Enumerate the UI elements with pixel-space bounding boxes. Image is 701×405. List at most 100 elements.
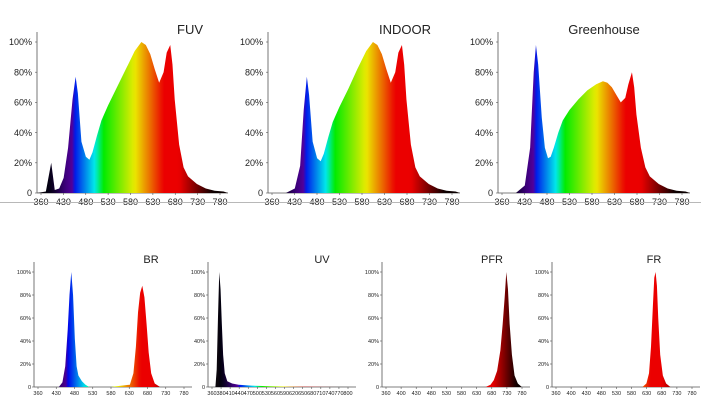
y-tick-label: 0 xyxy=(546,385,549,391)
chart-title: BR xyxy=(143,254,158,266)
x-tick-label: 530 xyxy=(88,391,97,397)
y-tick-label: 80% xyxy=(194,293,205,299)
x-tick-label: 380 xyxy=(216,391,225,397)
y-tick-label: 60% xyxy=(194,316,205,322)
spectrum-area xyxy=(556,272,700,387)
y-tick-label: 80% xyxy=(14,67,32,77)
spectrum-area xyxy=(39,272,192,387)
y-tick-label: 100% xyxy=(191,270,205,276)
y-tick-label: 40% xyxy=(194,339,205,345)
x-tick-label: 780 xyxy=(179,391,188,397)
y-tick-label: 100% xyxy=(17,270,31,276)
spectrum-area xyxy=(498,45,690,193)
y-tick-label: 60% xyxy=(475,98,493,108)
y-tick-label: 40% xyxy=(368,339,379,345)
chart-title: UV xyxy=(314,254,330,266)
x-tick-label: 680 xyxy=(143,391,152,397)
x-tick-label: 730 xyxy=(502,391,511,397)
chart-br: BR 0 20% 40% 60% 80% 100% 360 430 480 530 580 630 680… xyxy=(17,254,192,397)
y-tick-label: 60% xyxy=(368,316,379,322)
x-tick-label: 590 xyxy=(280,391,289,397)
y-tick-label: 100% xyxy=(240,37,263,47)
y-tick-label: 20% xyxy=(538,362,549,368)
x-tick-label: 530 xyxy=(612,391,621,397)
x-tick-label: 730 xyxy=(672,391,681,397)
y-tick-label: 60% xyxy=(245,98,263,108)
x-tick-label: 650 xyxy=(298,391,307,397)
chart-uv: UV 0 20% 40% 60% 80% 100% 360 380 410 440 470 500 530… xyxy=(191,254,356,397)
x-tick-label: 730 xyxy=(161,391,170,397)
section-divider xyxy=(0,202,701,203)
x-tick-label: 400 xyxy=(397,391,406,397)
x-tick-label: 770 xyxy=(334,391,343,397)
y-tick-label: 20% xyxy=(14,158,32,168)
y-tick-label: 60% xyxy=(20,316,31,322)
y-tick-label: 0 xyxy=(27,188,32,198)
spectrum-area xyxy=(268,42,460,193)
y-tick-label: 80% xyxy=(538,293,549,299)
x-tick-label: 780 xyxy=(517,391,526,397)
y-tick-label: 100% xyxy=(535,270,549,276)
y-tick-label: 0 xyxy=(376,385,379,391)
x-tick-label: 360 xyxy=(551,391,560,397)
y-tick-label: 0 xyxy=(258,188,263,198)
y-tick-label: 40% xyxy=(20,339,31,345)
x-tick-label: 410 xyxy=(226,391,235,397)
y-tick-label: 80% xyxy=(245,67,263,77)
y-tick-label: 100% xyxy=(470,37,493,47)
x-tick-label: 530 xyxy=(442,391,451,397)
x-tick-label: 430 xyxy=(412,391,421,397)
x-tick-label: 430 xyxy=(582,391,591,397)
y-tick-label: 0 xyxy=(202,385,205,391)
x-tick-label: 800 xyxy=(343,391,352,397)
y-tick-label: 20% xyxy=(20,362,31,368)
chart-pfr: PFR 0 20% 40% 60% 80% 100% 360 400 430 480 530 580 63… xyxy=(365,254,530,397)
spectrum-area xyxy=(37,42,228,193)
x-tick-label: 680 xyxy=(487,391,496,397)
x-tick-label: 680 xyxy=(307,391,316,397)
y-tick-label: 40% xyxy=(538,339,549,345)
x-tick-label: 470 xyxy=(244,391,253,397)
x-tick-label: 620 xyxy=(289,391,298,397)
chart-fr: FR 0 20% 40% 60% 80% 100% 360 400 430 480 530 580 630… xyxy=(535,254,700,397)
x-tick-label: 500 xyxy=(253,391,262,397)
chart-title: FR xyxy=(647,254,662,266)
y-tick-label: 40% xyxy=(475,128,493,138)
x-tick-label: 360 xyxy=(207,391,216,397)
chart-title: FUV xyxy=(177,22,203,37)
y-tick-label: 100% xyxy=(9,37,32,47)
x-tick-label: 740 xyxy=(325,391,334,397)
x-tick-label: 680 xyxy=(657,391,666,397)
x-tick-label: 400 xyxy=(567,391,576,397)
y-tick-label: 100% xyxy=(365,270,379,276)
x-tick-label: 480 xyxy=(70,391,79,397)
chart-title: INDOOR xyxy=(379,22,431,37)
x-tick-label: 430 xyxy=(52,391,61,397)
x-tick-label: 560 xyxy=(271,391,280,397)
x-tick-label: 580 xyxy=(106,391,115,397)
x-tick-label: 530 xyxy=(262,391,271,397)
x-tick-label: 630 xyxy=(125,391,134,397)
x-tick-label: 780 xyxy=(687,391,696,397)
y-tick-label: 80% xyxy=(475,67,493,77)
y-tick-label: 60% xyxy=(538,316,549,322)
x-tick-label: 440 xyxy=(235,391,244,397)
x-tick-label: 630 xyxy=(472,391,481,397)
y-tick-label: 0 xyxy=(28,385,31,391)
chart-title: PFR xyxy=(481,254,503,266)
spectrum-area xyxy=(212,272,356,387)
x-tick-label: 710 xyxy=(316,391,325,397)
x-tick-label: 360 xyxy=(33,391,42,397)
y-tick-label: 20% xyxy=(475,158,493,168)
y-tick-label: 20% xyxy=(194,362,205,368)
y-tick-label: 20% xyxy=(245,158,263,168)
x-tick-label: 580 xyxy=(627,391,636,397)
y-tick-label: 40% xyxy=(14,128,32,138)
spectrum-area xyxy=(386,272,530,387)
y-tick-label: 60% xyxy=(14,98,32,108)
